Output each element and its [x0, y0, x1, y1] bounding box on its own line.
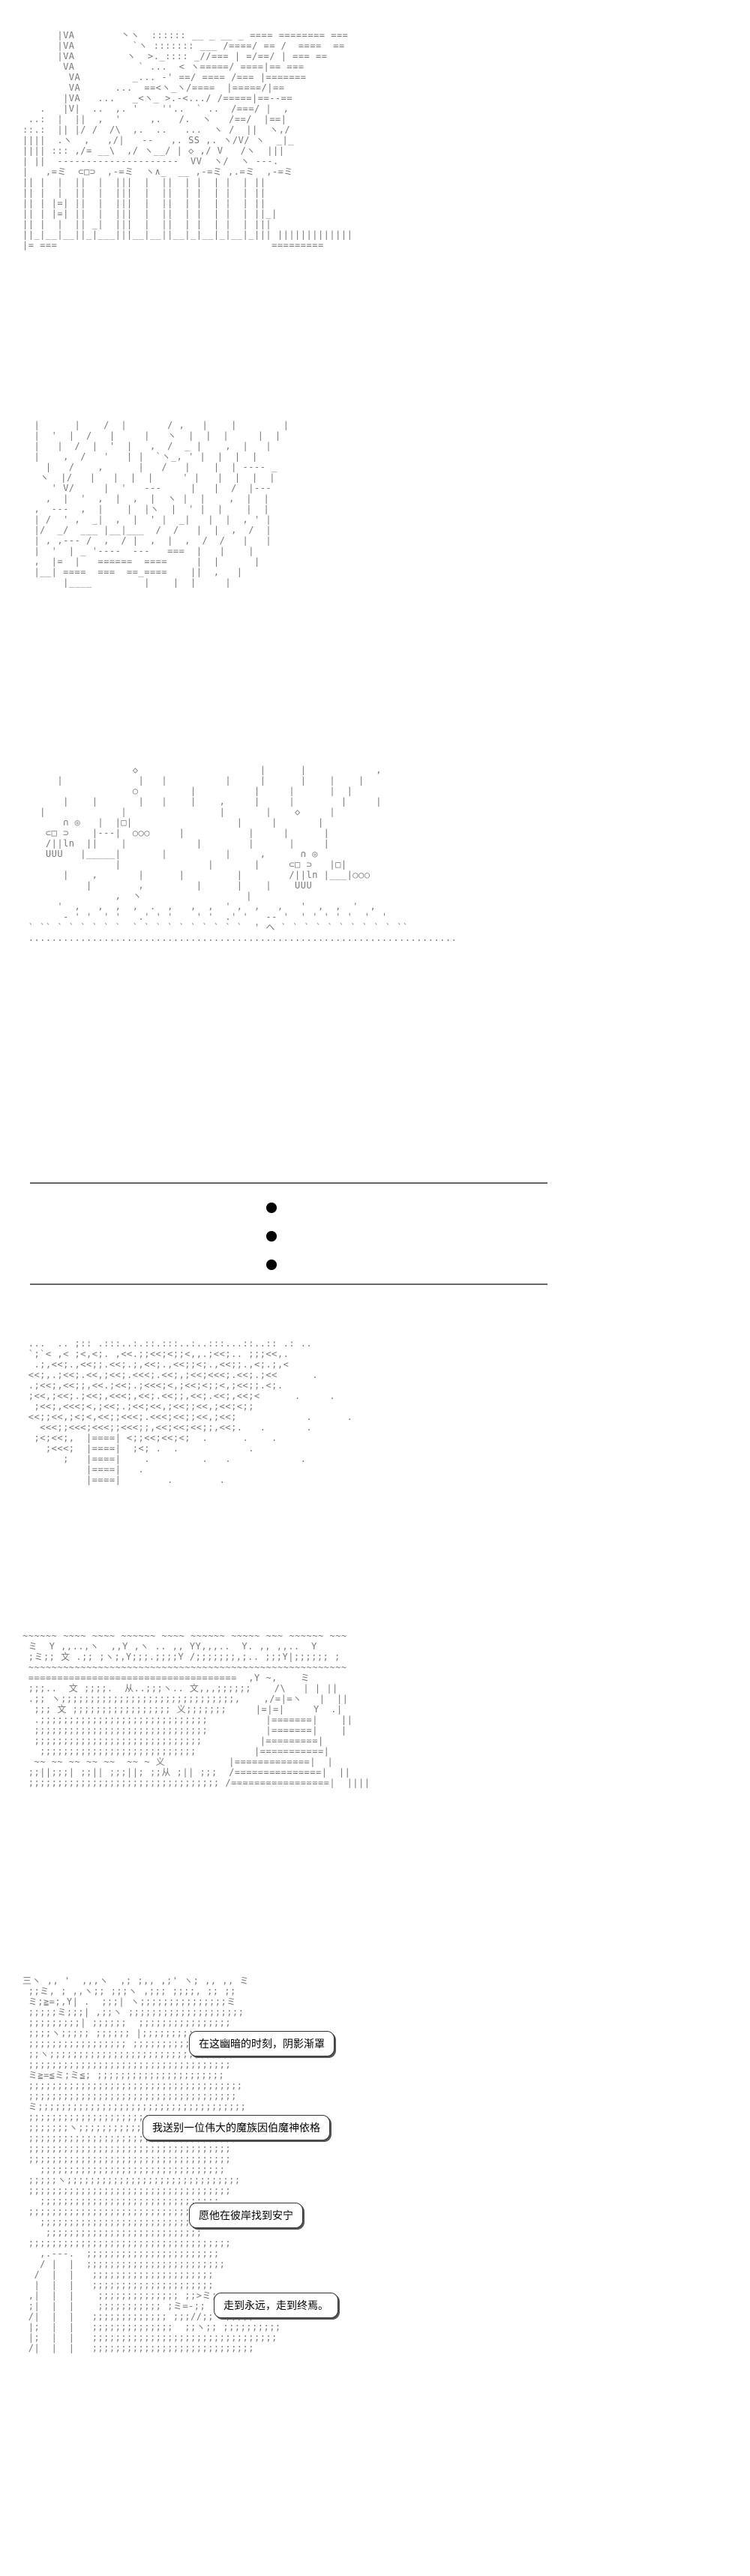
separator-line-bottom	[30, 1284, 548, 1285]
ascii-panel-landscape: ~~~~~~ ~~~~ ~~~~ ~~~~~~ ~~~~ ~~~~~~ ~~~~…	[22, 1631, 502, 1934]
speech-bubble-4: 走到永远，走到终焉。	[214, 2293, 338, 2318]
speech-bubble-2: 我送别一位伟大的魔族因伯魔神依格	[142, 2115, 330, 2140]
ascii-art-landscape: ~~~~~~ ~~~~ ~~~~ ~~~~~~ ~~~~ ~~~~~~ ~~~~…	[22, 1631, 370, 1788]
ellipsis-dot-1	[266, 1203, 277, 1213]
ascii-art-foliage: ... .. ;:: .:::..:.::.:::..:..:::...::..…	[28, 1338, 353, 1485]
ascii-panel-castle: |VA 丶ヽ :::::: __ _ __ _ ==== ======== ==…	[22, 30, 532, 382]
ellipsis-dot-3	[266, 1260, 277, 1270]
ascii-art-rain: | | / | / , | | | | ' | / | | ヽ | | | | …	[34, 420, 290, 588]
ascii-panel-rain: | | / | / , | | | | ' | / | | ヽ | | | | …	[22, 420, 480, 735]
ascii-art-castle: |VA 丶ヽ :::::: __ _ __ _ ==== ======== ==…	[22, 30, 353, 250]
separator-line-top	[30, 1182, 548, 1184]
ascii-panel-foliage: ... .. ;:: .:::..:.::.:::..:..:::...::..…	[22, 1338, 548, 1597]
ascii-art-dialogue: 三ヽ ,, ' ,,,ヽ ,; ;,, ,;' ヽ; ,, ,, ミ ;;ミ, …	[22, 1975, 281, 2353]
ascii-panel-dialogue: 三ヽ ,, ' ,,,ヽ ,; ;,, ,;' ヽ; ,, ,, ミ ;;ミ, …	[22, 1975, 368, 2568]
speech-bubble-1: 在这幽暗的时刻，阴影渐罩	[189, 2031, 334, 2056]
ellipsis-dot-2	[266, 1231, 277, 1242]
ascii-art-figures: ◇ | | , | | | | | | | | ○ | | | | | | | …	[28, 765, 458, 943]
speech-bubble-3: 愿他在彼岸找到安宁	[189, 2203, 303, 2228]
ascii-panel-figures: ◇ | | , | | | | | | | | ○ | | | | | | | …	[22, 765, 608, 1102]
